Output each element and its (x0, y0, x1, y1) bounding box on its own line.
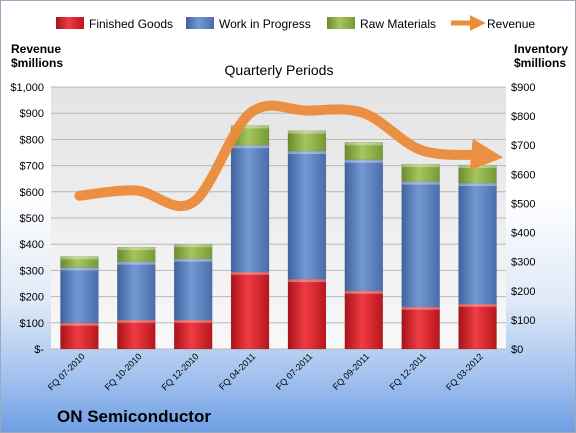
bar-work-in-progress (230, 144, 270, 273)
x-tick-label: FQ 10-2010 (103, 351, 144, 392)
right-tick-label: $200 (511, 286, 535, 298)
bar-finished-goods (458, 303, 497, 350)
bar-work-in-progress (60, 267, 99, 324)
x-tick-label: FQ 07-2010 (46, 351, 87, 392)
left-tick-label: $900 (20, 108, 44, 120)
bar-raw-materials (173, 243, 213, 260)
bar-finished-goods (287, 278, 327, 350)
left-tick-label: $300 (20, 265, 44, 277)
bar-highlight (458, 183, 497, 187)
bar-highlight (401, 306, 440, 310)
bar-work-in-progress (117, 261, 156, 321)
bar-highlight (401, 181, 440, 185)
x-tick-label: FQ 12-2011 (388, 351, 429, 392)
legend-label-finished-goods: Finished Goods (89, 17, 173, 31)
right-tick-label: $100 (511, 315, 535, 327)
legend-label-work-in-progress: Work in Progress (219, 17, 311, 31)
bar-raw-materials (117, 246, 156, 262)
left-tick-label: $400 (20, 239, 44, 251)
bar-raw-materials (60, 256, 99, 268)
bar-highlight (231, 271, 270, 275)
bar-work-in-progress (458, 182, 497, 305)
bar-highlight (117, 319, 156, 323)
bars (60, 125, 497, 350)
bar-highlight (401, 164, 440, 168)
bar-raw-materials (344, 142, 384, 161)
bar-highlight (231, 145, 270, 149)
left-axis-title-line1: Revenue (11, 42, 61, 56)
bar-work-in-progress (401, 181, 440, 308)
right-tick-label: $500 (511, 198, 535, 210)
left-tick-label: $700 (20, 161, 44, 173)
right-tick-label: $800 (511, 111, 535, 123)
right-axis-title-line1: Inventory (514, 42, 568, 56)
x-axis-ticks: FQ 07-2010 FQ 10-2010 FQ 12-2010 FQ 04-2011… (46, 351, 485, 392)
right-axis-ticks: $0 $100 $200 $300 $400 $500 $600 $700 $800 $900 (511, 82, 535, 356)
right-tick-label: $0 (511, 344, 523, 356)
bar-highlight (458, 165, 497, 169)
revenue-line (74, 100, 504, 212)
bar-highlight (344, 159, 383, 163)
right-tick-label: $600 (511, 169, 535, 181)
left-axis-title-line2: $millions (11, 56, 63, 70)
bar-highlight (60, 267, 99, 271)
legend-label-raw-materials: Raw Materials (360, 17, 436, 31)
bar-highlight (231, 125, 270, 129)
right-tick-label: $900 (511, 82, 535, 94)
bar-highlight (174, 319, 213, 323)
left-tick-label: $800 (20, 134, 44, 146)
bar-highlight (458, 303, 497, 307)
bar-work-in-progress (173, 258, 213, 321)
bar-work-in-progress (344, 159, 384, 292)
bar-raw-materials (401, 163, 440, 182)
bar-finished-goods (344, 290, 384, 350)
bar-highlight (174, 258, 213, 262)
bar-highlight (344, 290, 383, 294)
bar-finished-goods (117, 319, 156, 350)
bar-highlight (117, 261, 156, 265)
x-tick-label: FQ 07-2011 (274, 351, 315, 392)
left-tick-label: $600 (20, 187, 44, 199)
left-tick-label: $100 (20, 318, 44, 330)
bar-highlight (60, 256, 99, 260)
bar-raw-materials (287, 130, 327, 152)
chart-title: Quarterly Periods (225, 62, 334, 78)
x-tick-label: FQ 12-2010 (160, 351, 201, 392)
bar-finished-goods (60, 322, 99, 350)
left-axis-ticks: $- $100 $200 $300 $400 $500 $600 $700 $800 $900 $1… (10, 82, 44, 356)
legend-swatch-finished-goods (56, 17, 84, 29)
legend-label-revenue: Revenue (487, 17, 535, 31)
company-name: ON Semiconductor (57, 407, 211, 426)
left-tick-label: $500 (20, 213, 44, 225)
bar-finished-goods (401, 306, 440, 350)
bar-finished-goods (173, 319, 213, 350)
bar-finished-goods (230, 271, 270, 350)
legend-swatch-work-in-progress (186, 17, 214, 29)
bar-work-in-progress (287, 150, 327, 280)
left-tick-label: $- (34, 344, 44, 356)
right-axis-title-line2: $millions (514, 56, 566, 70)
legend: Finished Goods Work in Progress Raw Mate… (56, 14, 535, 32)
bar-highlight (174, 244, 213, 248)
bar-highlight (287, 279, 326, 283)
x-tick-label: FQ 04-2011 (217, 351, 258, 392)
x-tick-label: FQ 03-2012 (444, 351, 485, 392)
legend-swatch-raw-materials (327, 17, 355, 29)
right-tick-label: $400 (511, 228, 535, 240)
bar-highlight (117, 247, 156, 251)
left-tick-label: $1,000 (10, 82, 44, 94)
bar-highlight (60, 322, 99, 326)
left-tick-label: $200 (20, 292, 44, 304)
right-tick-label: $300 (511, 257, 535, 269)
bar-highlight (287, 151, 326, 155)
revenue-line-path (74, 100, 504, 212)
x-tick-label: FQ 09-2011 (331, 351, 372, 392)
bar-highlight (344, 142, 383, 146)
bar-highlight (287, 130, 326, 134)
right-tick-label: $700 (511, 140, 535, 152)
